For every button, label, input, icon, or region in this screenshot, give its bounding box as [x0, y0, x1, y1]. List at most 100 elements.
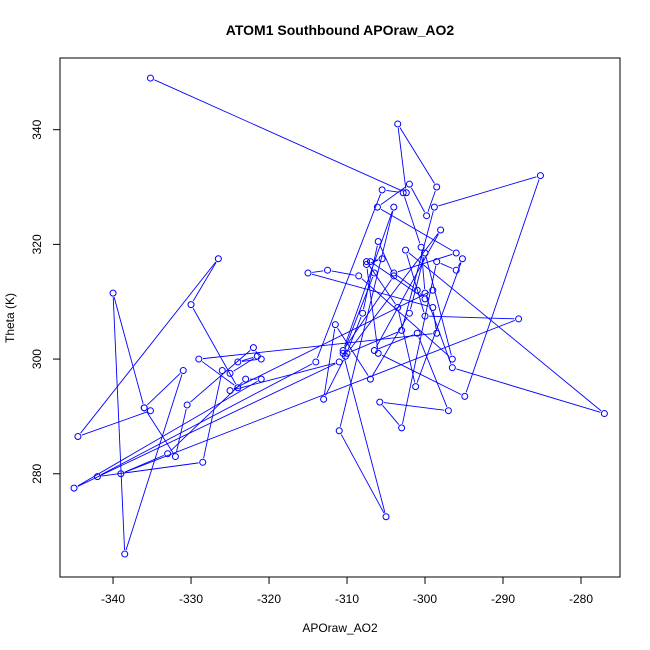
data-point [433, 329, 441, 337]
series-segment [427, 190, 436, 212]
data-point [331, 321, 339, 329]
data-point [226, 387, 234, 395]
x-tick-label: -300 [413, 592, 437, 606]
series-segment [192, 308, 237, 385]
data-point [257, 375, 265, 383]
series-segment [349, 233, 439, 351]
data-point [363, 260, 371, 268]
series-segment [398, 311, 416, 383]
data-point [335, 358, 343, 366]
data-point [183, 401, 191, 409]
series-segment [175, 408, 187, 453]
data-point [394, 303, 402, 311]
y-tick-label: 340 [30, 119, 44, 139]
series-segment [202, 333, 433, 360]
data-point [93, 473, 101, 481]
series-segment [312, 270, 324, 273]
series-segment [340, 434, 385, 514]
data-point [320, 395, 328, 403]
series-segment [368, 264, 396, 305]
data-point [195, 355, 203, 363]
series-segment [397, 128, 407, 189]
series-segment [382, 405, 400, 425]
series-segment [339, 211, 394, 427]
data-point [390, 272, 398, 280]
data-point [339, 346, 347, 354]
series-segment [316, 193, 382, 359]
series-segment [77, 363, 336, 487]
x-tick-label: -340 [101, 592, 125, 606]
series-segment [396, 275, 415, 289]
data-point [376, 398, 384, 406]
series-segment [80, 261, 217, 434]
data-point [366, 375, 374, 383]
series-segment [233, 291, 430, 390]
data-point [430, 203, 438, 211]
series-segment [373, 263, 422, 297]
data-point [242, 375, 250, 383]
data-point [452, 266, 460, 274]
series-segment [381, 354, 462, 395]
data-point [399, 189, 407, 197]
series-segment [146, 373, 181, 406]
data-point [312, 358, 320, 366]
series-segment [311, 273, 429, 307]
data-point [140, 404, 148, 412]
data-point [405, 180, 413, 188]
data-point [373, 203, 381, 211]
series-segment [125, 374, 183, 551]
data-point [70, 484, 78, 492]
data-point [402, 246, 410, 254]
data-point [600, 410, 608, 418]
series-segment [343, 357, 386, 513]
series-segment [124, 320, 515, 473]
data-point [355, 272, 363, 280]
series-segment [456, 368, 601, 413]
x-tick-label: -290 [491, 592, 515, 606]
series-segment [233, 358, 255, 372]
data-point [382, 513, 390, 521]
data-point [458, 255, 466, 263]
data-point [253, 352, 261, 360]
data-point [378, 186, 386, 194]
data-point [179, 367, 187, 375]
data-point [199, 458, 207, 466]
data-point [423, 212, 431, 220]
chart-title: ATOM1 Southbound APOraw_AO2 [226, 22, 455, 38]
series-segment [350, 331, 398, 353]
data-point [421, 249, 429, 257]
data-point [398, 424, 406, 432]
data-point [164, 450, 172, 458]
series-segment [146, 411, 174, 454]
data-point [370, 269, 378, 277]
series-segment [363, 245, 378, 310]
data-point [378, 255, 386, 263]
series-segment [378, 334, 414, 350]
series-segment [399, 127, 435, 184]
data-point [429, 286, 437, 294]
data-point [405, 309, 413, 317]
series-segment [397, 253, 453, 273]
y-axis: 280 300 320 340 [30, 119, 60, 484]
x-axis-label: APOraw_AO2 [302, 621, 378, 635]
data-point [390, 269, 398, 277]
data-point [390, 203, 398, 211]
series-segment [421, 251, 426, 289]
series-segment [325, 359, 344, 396]
data-point [226, 369, 234, 377]
data-point [74, 432, 82, 440]
series-segment [404, 196, 421, 244]
data-point [448, 355, 456, 363]
series-segment [241, 359, 258, 362]
x-tick-label: -310 [335, 592, 359, 606]
x-tick-label: -320 [257, 592, 281, 606]
series-segment [233, 362, 336, 390]
data-point [437, 226, 445, 234]
x-tick-label: -280 [569, 592, 593, 606]
data-point [121, 550, 129, 558]
data-point [452, 249, 460, 257]
series-segment [372, 316, 408, 376]
data-point [359, 309, 367, 317]
series-lines [77, 79, 602, 551]
